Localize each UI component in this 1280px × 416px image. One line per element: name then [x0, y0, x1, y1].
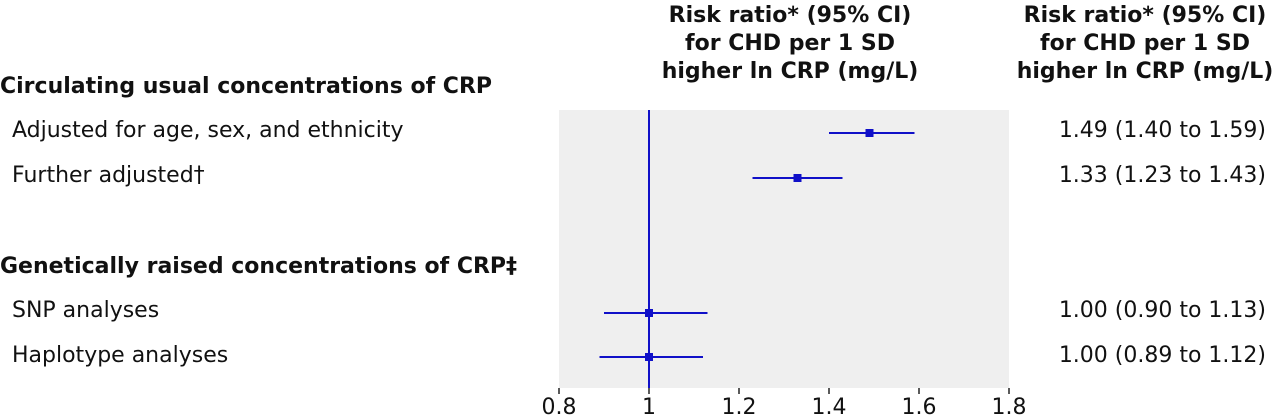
row-value-age-sex-ethnicity: 1.49 (1.40 to 1.59) [1058, 118, 1266, 143]
point-estimate [865, 129, 874, 137]
x-tick-label: 1.4 [812, 395, 847, 416]
x-tick-label: 0.8 [542, 395, 577, 416]
row-label-haplotype: Haplotype analyses [12, 343, 229, 368]
plot-panel [559, 110, 1009, 388]
point-estimate [645, 353, 653, 361]
row-label-snp: SNP analyses [12, 298, 160, 323]
row-label-age-sex-ethnicity: Adjusted for age, sex, and ethnicity [12, 118, 404, 143]
x-tick-label: 1 [642, 395, 656, 416]
point-estimate [645, 309, 653, 317]
value-column-header: Risk ratio* (95% CI) for CHD per 1 SD hi… [1016, 3, 1274, 84]
row-label-further-adjusted: Further adjusted† [12, 163, 205, 188]
section-title-genetic: Genetically raised concentrations of CRP… [0, 254, 518, 279]
plot-column-header: Risk ratio* (95% CI) for CHD per 1 SD hi… [661, 3, 919, 84]
row-value-further-adjusted: 1.33 (1.23 to 1.43) [1058, 163, 1266, 188]
x-tick-label: 1.6 [902, 395, 937, 416]
row-value-snp: 1.00 (0.90 to 1.13) [1058, 298, 1266, 323]
row-value-haplotype: 1.00 (0.89 to 1.12) [1058, 343, 1266, 368]
section-title-circulating: Circulating usual concentrations of CRP [0, 74, 493, 99]
point-estimate [793, 174, 802, 182]
x-tick-label: 1.8 [992, 395, 1027, 416]
x-tick-label: 1.2 [722, 395, 757, 416]
